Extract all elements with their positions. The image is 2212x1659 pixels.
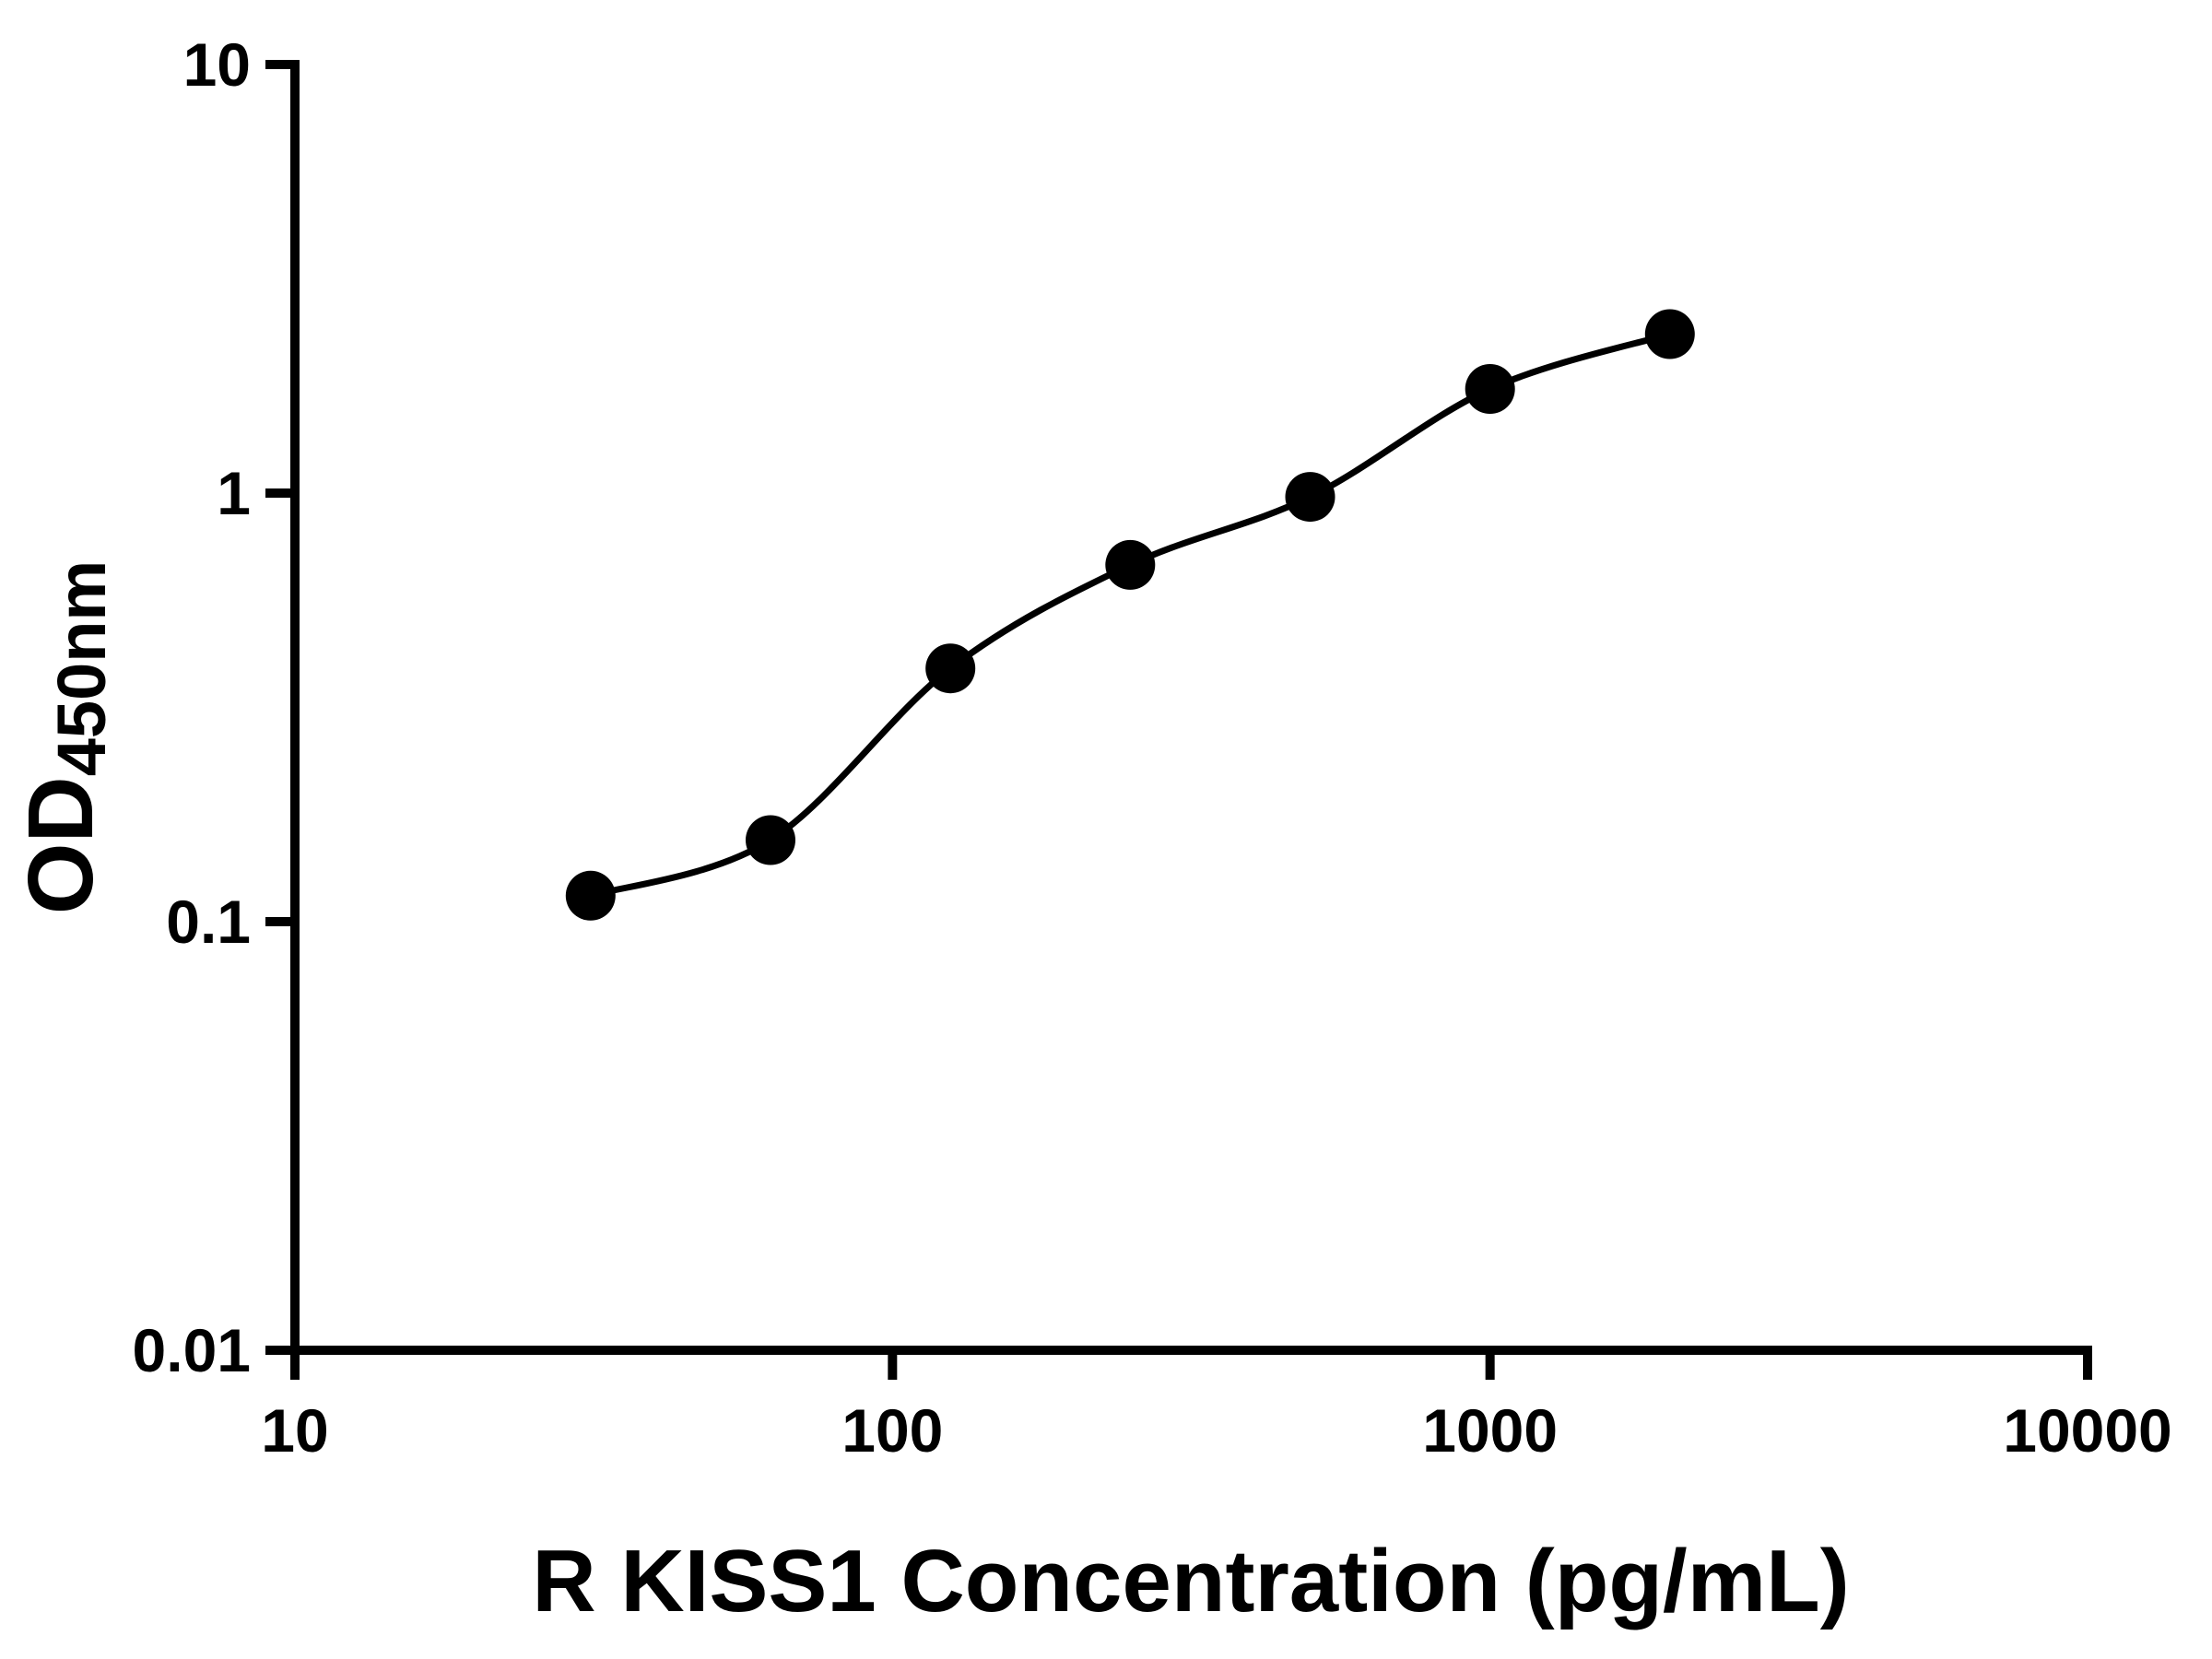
data-point [1105, 539, 1156, 590]
x-tick-label: 10 [261, 1396, 328, 1465]
y-tick-label: 1 [217, 459, 251, 527]
y-axis-title: OD450nm [9, 560, 120, 914]
x-tick-label: 100 [841, 1396, 943, 1465]
y-tick-label: 10 [183, 30, 251, 99]
y-axis-title-main: OD [9, 776, 112, 914]
data-point [1285, 472, 1335, 523]
data-point [565, 870, 616, 921]
data-point [1644, 309, 1695, 359]
data-point [1465, 364, 1515, 414]
y-tick-label: 0.01 [133, 1316, 251, 1384]
x-axis-ticks: 10 100 1000 10000 [261, 1350, 2172, 1465]
x-axis-title: R KISS1 Concentration (pg/mL) [532, 1532, 1849, 1630]
data-points [565, 309, 1695, 921]
x-tick-label: 10000 [2003, 1396, 2172, 1465]
axis-lines [290, 60, 2092, 1355]
fit-curve [587, 331, 1674, 900]
axes [290, 60, 2092, 1355]
x-tick-label: 1000 [1422, 1396, 1558, 1465]
data-point [925, 643, 976, 694]
data-point [746, 815, 795, 865]
standard-curve-line [587, 331, 1674, 900]
y-tick-label: 0.1 [166, 888, 251, 956]
y-axis-ticks: 0.01 0.1 1 10 [133, 30, 295, 1384]
y-axis-title-sub: 450nm [43, 560, 120, 776]
